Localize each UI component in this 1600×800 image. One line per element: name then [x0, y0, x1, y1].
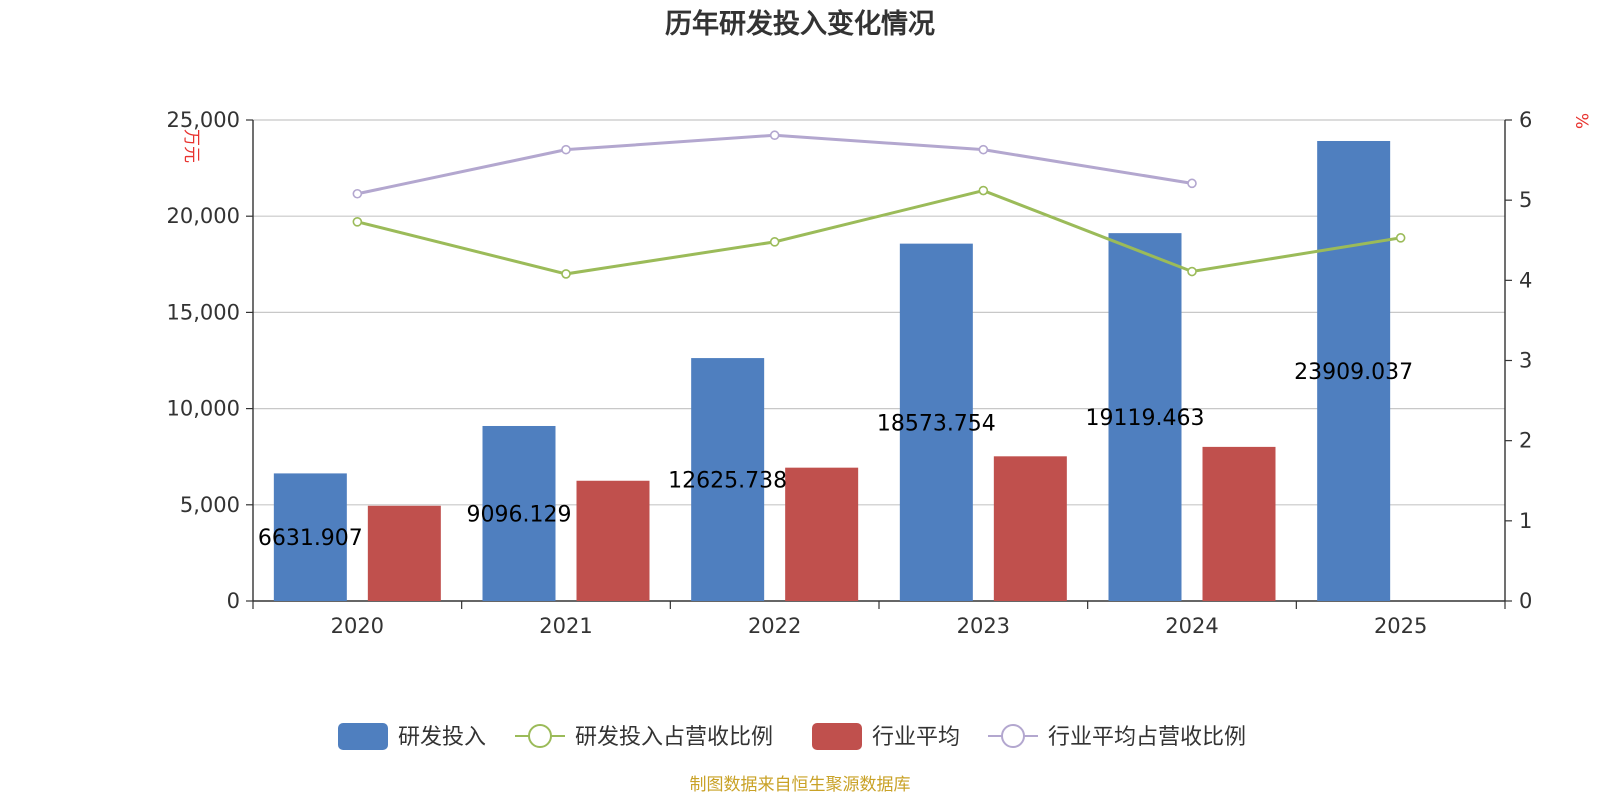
industry-bar-2021	[576, 480, 650, 601]
legend-label: 研发投入	[398, 725, 486, 750]
rd-bar-2020	[273, 473, 347, 601]
industry-ratio-point	[1187, 178, 1197, 189]
data-label: 9096.129	[467, 502, 572, 527]
legend-label: 行业平均	[872, 725, 960, 750]
y-right-tick-label: 0	[1519, 589, 1532, 613]
legend-swatch	[812, 723, 862, 750]
gridlines	[253, 119, 1505, 506]
y-right-tick-label: 3	[1519, 349, 1532, 373]
rd-bar-2023	[899, 243, 973, 601]
y-right-unit-label: %	[1571, 113, 1591, 129]
industry-ratio-point	[769, 130, 780, 141]
industry-ratio-line	[357, 133, 1193, 196]
y-left-tick-label: 10,000	[167, 397, 240, 421]
industry-ratio-point	[352, 188, 363, 199]
y-left-tick-label: 0	[227, 589, 240, 613]
industry-bar-2024	[1202, 446, 1276, 601]
data-label: 12625.738	[668, 469, 787, 494]
y-right-tick-label: 1	[1519, 509, 1532, 533]
rd-bar-2021	[482, 425, 556, 601]
rd-ratio-point	[561, 269, 571, 279]
data-labels: 6631.907 9096.129 12625.738 18573.754 19119.…	[258, 360, 1413, 551]
y-left-tick-label: 20,000	[167, 204, 240, 228]
lines	[352, 130, 1406, 279]
legend-marker	[1001, 724, 1025, 748]
y-left-unit-label: 万元	[181, 129, 201, 163]
rd-ratio-point	[769, 237, 780, 247]
y-right-tick-label: 6	[1519, 108, 1532, 132]
industry-bar-2022	[785, 467, 859, 601]
rd-ratio-point	[352, 217, 363, 227]
rd-bar-2025	[1317, 140, 1391, 602]
data-label: 6631.907	[258, 526, 363, 551]
chart-title: 历年研发投入变化情况	[665, 8, 935, 40]
rd-ratio-line	[356, 188, 1401, 276]
data-label: 18573.754	[877, 411, 996, 436]
legend-label: 行业平均占营收比例	[1048, 725, 1246, 750]
y-left-tick-label: 5,000	[180, 493, 240, 517]
y-right-tick-label: 5	[1519, 188, 1532, 212]
legend-marker	[528, 724, 552, 748]
legend: 研发投入 研发投入占营收比例 行业平均 行业平均占营收比例	[338, 723, 1246, 750]
industry-bar-2023	[993, 456, 1067, 601]
rd-bar-2022	[691, 358, 765, 601]
source-note: 制图数据来自恒生聚源数据库	[690, 775, 911, 795]
rd-bar-2024	[1108, 233, 1182, 601]
y-right-tick-label: 4	[1519, 268, 1532, 292]
x-tick-label: 2021	[539, 614, 592, 638]
industry-ratio-point	[561, 144, 571, 155]
rd-ratio-point	[1187, 266, 1197, 277]
industry-ratio-point	[978, 144, 989, 155]
industry-bar-2020	[367, 505, 441, 601]
axes: 0 5,000 10,000 15,000 20,000 25,000 0 1 2 3 4 5 6 202…	[167, 108, 1533, 638]
legend-swatch	[338, 723, 388, 750]
x-tick-label: 2023	[957, 614, 1010, 638]
y-right-tick-label: 2	[1519, 429, 1532, 453]
data-label: 23909.037	[1294, 360, 1413, 385]
rd-ratio-point	[1395, 233, 1406, 243]
legend-label: 研发投入占营收比例	[575, 725, 773, 750]
y-left-tick-label: 15,000	[167, 300, 240, 324]
x-tick-label: 2022	[748, 614, 801, 638]
x-tick-label: 2025	[1374, 614, 1427, 638]
x-tick-label: 2020	[331, 614, 384, 638]
rd-ratio-point	[978, 185, 989, 196]
y-left-tick-label: 25,000	[167, 108, 240, 132]
x-tick-label: 2024	[1165, 614, 1218, 638]
bars	[273, 140, 1391, 602]
data-label: 19119.463	[1086, 406, 1205, 431]
